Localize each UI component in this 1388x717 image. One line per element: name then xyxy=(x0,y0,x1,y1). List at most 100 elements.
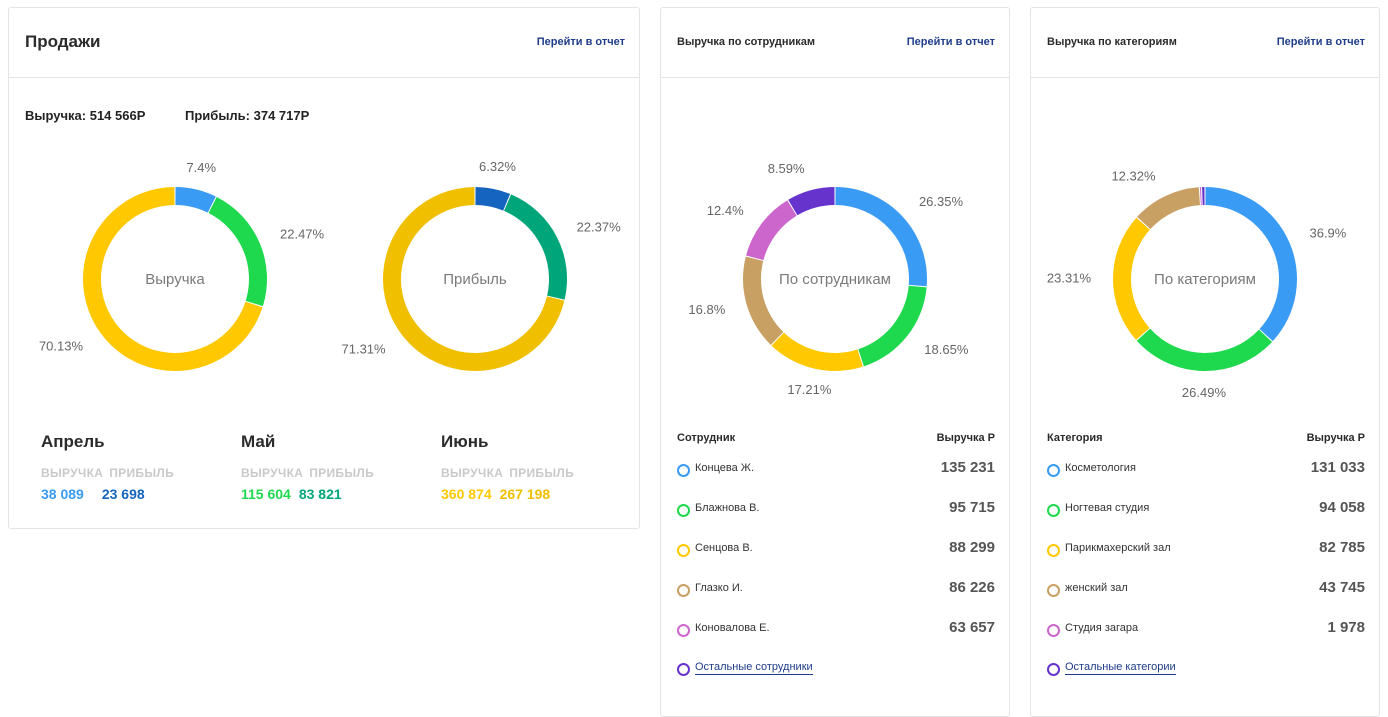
employees-report-link[interactable]: Перейти в отчет xyxy=(906,36,995,48)
sales-totals: Выручка: 514 566Р Прибыль: 374 717Р xyxy=(25,108,345,123)
donut-slice xyxy=(504,194,567,300)
slice-percent-label: 12.4% xyxy=(707,203,744,218)
table-row: Косметология 131 033 xyxy=(1047,459,1365,481)
table-row: Парикмахерский зал 82 785 xyxy=(1047,539,1365,561)
profit-total: Прибыль: 374 717Р xyxy=(185,108,310,123)
legend-dot xyxy=(1047,624,1060,637)
revenue-head: ВЫРУЧКА xyxy=(241,466,304,480)
profit-head: ПРИБЫЛЬ xyxy=(309,466,375,480)
donut-slice xyxy=(771,332,863,371)
legend-dot xyxy=(1047,663,1060,676)
donut-slice xyxy=(1205,187,1297,342)
row-value: 131 033 xyxy=(1310,459,1365,476)
month-profit: 267 198 xyxy=(499,486,551,502)
legend-dot xyxy=(1047,544,1060,557)
revenue-donut-chart: 7.4% 22.47% 70.13% Выручка xyxy=(39,160,325,371)
row-value: 1 978 xyxy=(1327,619,1365,636)
table-row: Блажнова В. 95 715 xyxy=(677,499,995,521)
row-name: Косметология xyxy=(1065,462,1136,474)
slice-percent-label: 26.35% xyxy=(919,194,964,209)
legend-dot xyxy=(677,663,690,676)
employees-card: Выручка по сотрудникам Перейти в отчет 2… xyxy=(660,7,1010,717)
other-categories-link[interactable]: Остальные категории xyxy=(1065,661,1176,675)
donut-slice xyxy=(858,285,927,367)
month-may: Май ВЫРУЧКА ПРИБЫЛЬ 115 604 83 821 xyxy=(241,432,380,502)
revenue-head: ВЫРУЧКА xyxy=(441,466,504,480)
row-value: 88 299 xyxy=(949,539,995,556)
month-values: 115 604 83 821 xyxy=(241,486,380,502)
column-revenue: Выручка Р xyxy=(936,432,995,444)
slice-percent-label: 16.8% xyxy=(688,302,725,317)
legend-dot xyxy=(677,584,690,597)
month-revenue: 115 604 xyxy=(241,486,291,502)
row-name: Концева Ж. xyxy=(695,462,755,474)
column-category: Категория xyxy=(1047,432,1103,444)
donut-slice xyxy=(208,197,267,307)
table-row: Сенцова В. 88 299 xyxy=(677,539,995,561)
profit-head: ПРИБЫЛЬ xyxy=(109,466,175,480)
sales-card-header: Продажи Перейти в отчет xyxy=(9,8,639,78)
slice-percent-label: 8.59% xyxy=(768,161,805,176)
donut-slice xyxy=(743,256,784,345)
column-employee: Сотрудник xyxy=(677,432,736,444)
legend-dot xyxy=(1047,464,1060,477)
sales-report-link[interactable]: Перейти в отчет xyxy=(536,36,625,48)
row-name: Сенцова В. xyxy=(695,542,753,554)
slice-percent-label: 6.32% xyxy=(479,159,516,174)
categories-report-link[interactable]: Перейти в отчет xyxy=(1276,36,1365,48)
month-revenue: 38 089 xyxy=(41,486,84,502)
legend-dot xyxy=(1047,504,1060,517)
month-profit: 83 821 xyxy=(298,486,342,502)
donut-slice xyxy=(835,187,927,287)
month-name: Апрель xyxy=(41,432,105,451)
table-row: женский зал 43 745 xyxy=(1047,579,1365,601)
legend-dot xyxy=(677,504,690,517)
slice-percent-label: 17.21% xyxy=(787,382,832,397)
donut-center-label: По сотрудникам xyxy=(779,271,891,288)
sales-title: Продажи xyxy=(25,32,101,51)
donut-slice xyxy=(1137,187,1201,230)
other-employees-link[interactable]: Остальные сотрудники xyxy=(695,661,813,675)
table-row: Глазко И. 86 226 xyxy=(677,579,995,601)
month-june: Июнь ВЫРУЧКА ПРИБЫЛЬ 360 874 267 198 xyxy=(441,432,580,502)
slice-percent-label: 36.9% xyxy=(1309,225,1346,240)
other-employees-row: Остальные сотрудники xyxy=(677,660,995,680)
month-april: Апрель ВЫРУЧКА ПРИБЫЛЬ 38 089 23 698 xyxy=(41,432,180,502)
table-row: Студия загара 1 978 xyxy=(1047,619,1365,641)
other-categories-row: Остальные категории xyxy=(1047,660,1365,680)
categories-card-header: Выручка по категориям Перейти в отчет xyxy=(1031,8,1379,78)
month-revenue: 360 874 xyxy=(441,486,492,502)
table-row: Ногтевая студия 94 058 xyxy=(1047,499,1365,521)
employees-table-header: Сотрудник Выручка Р xyxy=(677,432,995,444)
revenue-head: ВЫРУЧКА xyxy=(41,466,104,480)
legend-dot xyxy=(1047,584,1060,597)
slice-percent-label: 70.13% xyxy=(39,338,84,353)
row-value: 95 715 xyxy=(949,499,995,516)
slice-percent-label: 18.65% xyxy=(924,342,969,357)
row-name: Ногтевая студия xyxy=(1065,502,1150,514)
donut-slice xyxy=(1113,217,1150,340)
column-revenue: Выручка Р xyxy=(1306,432,1365,444)
table-row: Коновалова Е. 63 657 xyxy=(677,619,995,641)
row-value: 135 231 xyxy=(940,459,995,476)
sales-card: Продажи Перейти в отчет Выручка: 514 566… xyxy=(8,7,640,529)
row-value: 63 657 xyxy=(949,619,995,636)
categories-title: Выручка по категориям xyxy=(1047,36,1177,48)
row-value: 82 785 xyxy=(1319,539,1365,556)
donut-slice xyxy=(1136,328,1273,372)
donut-slice xyxy=(746,200,797,261)
employees-card-header: Выручка по сотрудникам Перейти в отчет xyxy=(661,8,1009,78)
legend-dot xyxy=(677,464,690,477)
employees-donut-chart: 26.35% 18.65% 17.21% 16.8% 12.4% 8.59% По сотр… xyxy=(688,161,969,397)
row-value: 94 058 xyxy=(1319,499,1365,516)
profit-head: ПРИБЫЛЬ xyxy=(509,466,575,480)
slice-percent-label: 22.37% xyxy=(577,219,622,234)
slice-percent-label: 71.31% xyxy=(342,342,387,357)
donut-center-label: Прибыль xyxy=(443,271,507,288)
month-column-heads: ВЫРУЧКА ПРИБЫЛЬ xyxy=(41,466,180,480)
employees-title: Выручка по сотрудникам xyxy=(677,36,816,48)
categories-donut-chart: 36.9% 26.49% 23.31% 12.32% По категориям xyxy=(1047,168,1347,400)
month-column-heads: ВЫРУЧКА ПРИБЫЛЬ xyxy=(241,466,380,480)
row-name: женский зал xyxy=(1065,582,1128,594)
row-value: 43 745 xyxy=(1319,579,1365,596)
